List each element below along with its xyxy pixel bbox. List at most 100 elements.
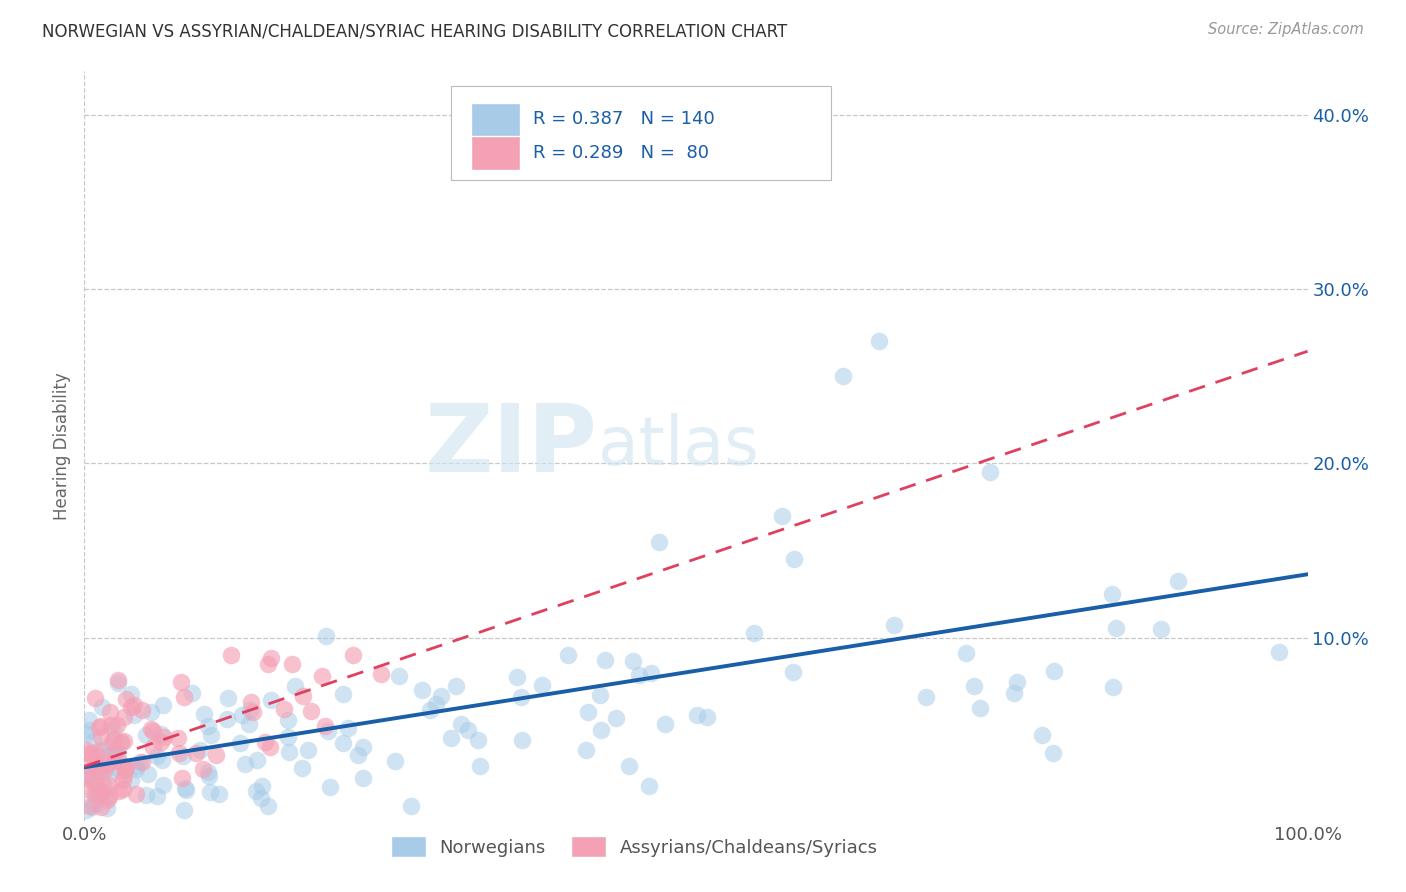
- Point: [311, 668, 333, 682]
- Point: [277, 730, 299, 744]
- Point: [742, 626, 765, 640]
- Point: [640, 666, 662, 681]
- Point: [589, 688, 612, 702]
- Point: [1002, 686, 1025, 700]
- Point: [170, 675, 193, 690]
- Point: [299, 704, 322, 718]
- Point: [869, 334, 891, 349]
- Point: [142, 724, 165, 739]
- Point: [122, 698, 145, 712]
- Point: [831, 369, 853, 384]
- Point: [297, 743, 319, 757]
- Point: [352, 739, 374, 754]
- Point: [87, 720, 110, 734]
- Point: [82, 765, 104, 780]
- Point: [347, 748, 370, 763]
- Point: [281, 657, 304, 671]
- Point: [112, 768, 135, 782]
- Point: [86, 746, 108, 760]
- Point: [292, 689, 315, 703]
- Point: [170, 771, 193, 785]
- Point: [468, 758, 491, 772]
- Point: [90, 800, 112, 814]
- Text: ZIP: ZIP: [425, 400, 598, 492]
- Point: [90, 730, 112, 744]
- Point: [181, 686, 204, 700]
- Point: [1007, 675, 1029, 690]
- Point: [103, 744, 125, 758]
- Point: [217, 691, 239, 706]
- Point: [1101, 587, 1123, 601]
- Point: [450, 716, 472, 731]
- Point: [90, 784, 112, 798]
- Point: [246, 752, 269, 766]
- Point: [135, 788, 157, 802]
- Point: [352, 771, 374, 785]
- Point: [979, 465, 1001, 479]
- Point: [273, 702, 295, 716]
- Point: [219, 648, 242, 662]
- Point: [231, 708, 253, 723]
- Point: [107, 745, 129, 759]
- Point: [186, 746, 208, 760]
- Point: [239, 703, 262, 717]
- Point: [621, 655, 644, 669]
- Point: [96, 792, 118, 806]
- Point: [318, 723, 340, 738]
- Point: [149, 727, 172, 741]
- Y-axis label: Hearing Disability: Hearing Disability: [53, 372, 72, 520]
- Point: [1105, 620, 1128, 634]
- Point: [627, 667, 650, 681]
- Point: [883, 618, 905, 632]
- Point: [96, 770, 118, 784]
- Point: [314, 719, 336, 733]
- Point: [97, 756, 120, 770]
- Point: [969, 701, 991, 715]
- Point: [782, 665, 804, 679]
- Text: R = 0.289   N =  80: R = 0.289 N = 80: [533, 144, 709, 162]
- Point: [605, 711, 627, 725]
- Point: [411, 683, 433, 698]
- Point: [84, 747, 107, 762]
- Point: [75, 803, 97, 817]
- Point: [93, 763, 115, 777]
- Point: [125, 787, 148, 801]
- Point: [260, 651, 283, 665]
- Point: [260, 693, 283, 707]
- Point: [637, 779, 659, 793]
- Point: [101, 723, 124, 737]
- Point: [506, 670, 529, 684]
- Point: [342, 648, 364, 662]
- Point: [131, 755, 153, 769]
- Point: [915, 690, 938, 705]
- Point: [191, 762, 214, 776]
- Point: [444, 679, 467, 693]
- Point: [82, 800, 104, 814]
- Point: [370, 667, 392, 681]
- Point: [654, 716, 676, 731]
- Point: [174, 782, 197, 797]
- Point: [108, 764, 131, 778]
- Text: atlas: atlas: [598, 413, 759, 479]
- Text: NORWEGIAN VS ASSYRIAN/CHALDEAN/SYRIAC HEARING DISABILITY CORRELATION CHART: NORWEGIAN VS ASSYRIAN/CHALDEAN/SYRIAC HE…: [42, 22, 787, 40]
- Point: [79, 772, 101, 786]
- Point: [467, 733, 489, 747]
- Point: [77, 723, 100, 737]
- Point: [1042, 746, 1064, 760]
- Point: [399, 799, 422, 814]
- Point: [783, 552, 806, 566]
- Point: [103, 731, 125, 746]
- Point: [167, 747, 190, 761]
- Bar: [472, 103, 519, 135]
- Point: [82, 773, 104, 788]
- Point: [686, 708, 709, 723]
- Point: [291, 761, 314, 775]
- Point: [112, 782, 135, 797]
- Point: [440, 731, 463, 745]
- Point: [87, 788, 110, 802]
- Point: [430, 690, 453, 704]
- Point: [152, 779, 174, 793]
- Point: [90, 764, 112, 778]
- Point: [84, 788, 107, 802]
- Point: [198, 769, 221, 783]
